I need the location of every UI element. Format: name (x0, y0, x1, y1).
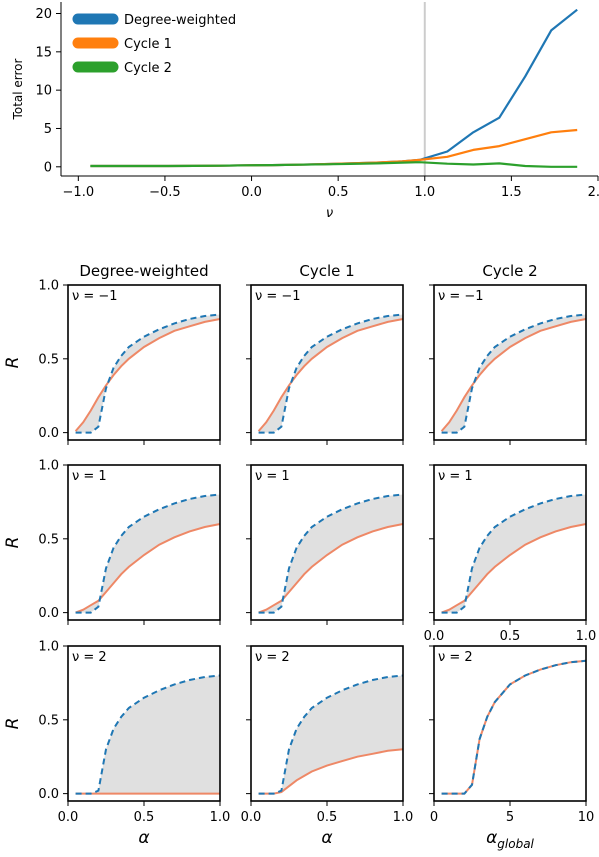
y-axis-label: R (3, 537, 23, 549)
legend-label-2: Cycle 2 (124, 61, 172, 76)
dashed-curve (258, 313, 404, 434)
x-axis-label-2: αglobal (486, 828, 534, 851)
solid-curve (440, 318, 587, 432)
panel-r0-c2: ν = −1 (429, 284, 587, 445)
x-axis-label-2-subscript: global (497, 837, 534, 851)
panel-r1-c0: ν = 1 0.0 0.5 1.0 R (3, 459, 221, 625)
extra-x-tick-label: 1.0 (576, 629, 597, 644)
row-label: ν = −1 (72, 289, 118, 304)
y-tick-label: 0.5 (38, 352, 59, 367)
y-tick-label: 0.0 (38, 606, 59, 621)
solid-curve (257, 318, 404, 432)
y-tick-label: 5 (44, 122, 52, 137)
order-parameter-grid: Degree-weighted Cycle 1 Cycle 2 ν = −1 0.0 0.… (3, 262, 596, 851)
panel-r2-c0: ν = 2 0.0 0.5 1.0 0.0 0.5 1.0 R (3, 640, 230, 826)
dashed-curve (75, 493, 221, 614)
dashed-curve (441, 493, 587, 614)
gap-fill (441, 314, 586, 433)
solid-curve (441, 659, 587, 795)
x-axis-label: ν (326, 206, 333, 221)
y-tick-label: 1.0 (38, 640, 59, 655)
x-tick-label: 0.5 (328, 185, 349, 200)
y-tick-label: 1.0 (38, 279, 59, 294)
x-tick-label: 0.5 (317, 810, 338, 825)
row-label: ν = 1 (72, 469, 107, 484)
y-axis-label: Total error (11, 58, 25, 120)
y-tick-label: 15 (35, 45, 52, 60)
legend-label-0: Degree-weighted (124, 13, 236, 28)
dashed-curve (75, 313, 221, 434)
column-title-0: Degree-weighted (79, 262, 208, 280)
x-axis-label-2-main: α (486, 828, 497, 848)
legend-label-1: Cycle 1 (124, 37, 172, 52)
y-tick-label: 20 (35, 7, 52, 22)
dashed-curve (441, 659, 587, 795)
y-tick-label: 0.5 (38, 532, 59, 547)
x-tick-label: 0 (430, 810, 438, 825)
panel-frame (433, 645, 587, 802)
x-tick-label: −0.5 (149, 185, 181, 200)
x-tick-label: 0.0 (58, 810, 79, 825)
gap-fill (75, 314, 220, 433)
panel-r2-c2: ν = 2 0 5 10 (429, 645, 595, 825)
panel-r2-c1: ν = 2 0.0 0.5 1.0 (241, 645, 414, 825)
x-tick-label: 0.0 (241, 810, 262, 825)
y-tick-label: 0.5 (38, 713, 59, 728)
gap-fill (441, 494, 586, 613)
panel-r0-c1: ν = −1 (246, 284, 404, 445)
gap-fill (258, 494, 403, 613)
solid-curve (258, 523, 404, 614)
row-label: ν = −1 (438, 289, 484, 304)
row-label: ν = 1 (255, 469, 290, 484)
y-tick-label: 10 (35, 84, 52, 99)
solid-curve (75, 523, 221, 614)
column-title-2: Cycle 2 (482, 262, 537, 280)
dashed-curve (441, 313, 587, 434)
y-tick-label: 1.0 (38, 459, 59, 474)
x-axis-label-0: α (138, 828, 149, 848)
row-label: ν = 1 (438, 469, 473, 484)
gap-fill (258, 314, 403, 433)
y-tick-label: 0 (44, 160, 52, 175)
row-label: ν = 2 (438, 650, 473, 665)
y-tick-label: 0.0 (38, 426, 59, 441)
solid-curve (441, 523, 587, 614)
row-label: ν = 2 (255, 650, 290, 665)
x-tick-label: 5 (506, 810, 514, 825)
x-tick-label: −1.0 (63, 185, 95, 200)
y-axis-label: R (3, 357, 23, 369)
solid-curve (74, 318, 221, 432)
gap-fill (75, 494, 220, 613)
gap-fill (441, 660, 586, 794)
panel-r0-c0: ν = −1 0.0 0.5 1.0 R (3, 279, 221, 445)
x-tick-label: 1.5 (501, 185, 522, 200)
y-axis-label: R (3, 718, 23, 730)
extra-x-tick-label: 0.5 (500, 629, 521, 644)
series-line-1 (90, 128, 578, 168)
series-line-2 (90, 161, 578, 168)
solid-curve (258, 748, 404, 795)
x-tick-label: 0.5 (134, 810, 155, 825)
y-tick-label: 0.0 (38, 787, 59, 802)
x-tick-label: 0.0 (241, 185, 262, 200)
x-tick-label: 10 (578, 810, 595, 825)
dashed-curve (258, 493, 404, 614)
x-tick-label: 1.0 (393, 810, 414, 825)
series-line-0 (90, 8, 578, 168)
panel-r1-c1: ν = 1 (246, 464, 404, 625)
x-axis-label-1: α (321, 828, 332, 848)
x-tick-label: 1.0 (414, 185, 435, 200)
gap-fill (75, 675, 220, 794)
x-tick-label: 1.0 (210, 810, 231, 825)
total-error-chart: −1.0 −0.5 0.0 0.5 1.0 1.5 2.0 0 5 10 15 20 ν Total er… (11, 2, 599, 221)
panel-r1-c2: ν = 1 0.0 0.5 1.0 (424, 464, 597, 644)
row-label: ν = 2 (72, 650, 107, 665)
column-title-1: Cycle 1 (299, 262, 354, 280)
extra-x-tick-label: 0.0 (424, 629, 445, 644)
x-tick-label: 2.0 (588, 185, 599, 200)
row-label: ν = −1 (255, 289, 301, 304)
gap-fill (258, 675, 403, 794)
